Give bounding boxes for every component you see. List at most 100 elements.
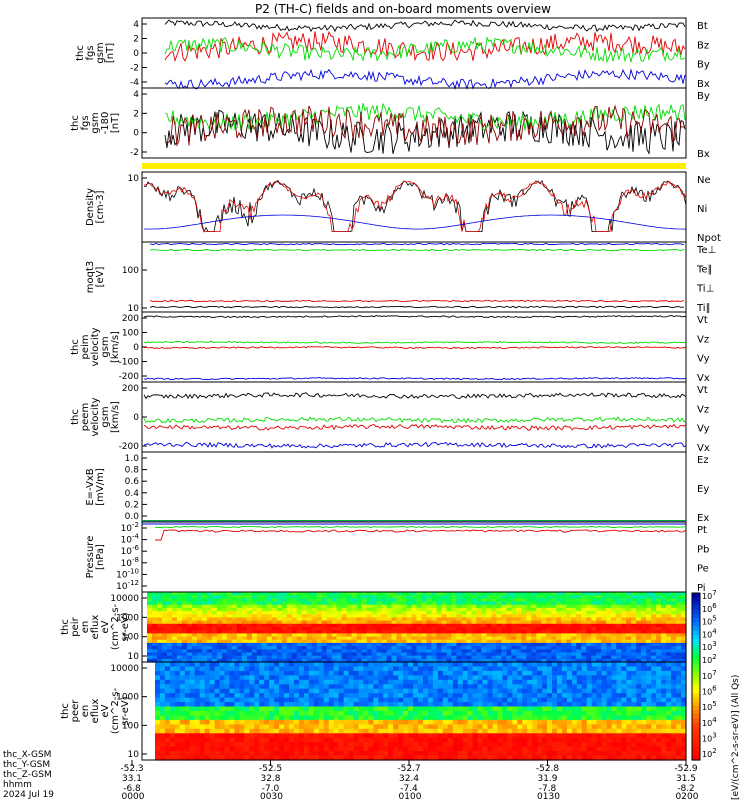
heatmap-cell xyxy=(353,702,360,708)
heatmap-cell xyxy=(266,592,273,596)
heatmap-cell xyxy=(636,666,642,672)
heatmap-cell xyxy=(176,630,183,634)
heatmap-cell xyxy=(431,630,438,634)
heatmap-cell xyxy=(219,693,226,699)
heatmap-cell xyxy=(259,675,265,681)
heatmap-cell xyxy=(576,655,582,660)
heatmap-cell xyxy=(408,719,414,725)
heatmap-cell xyxy=(318,702,325,708)
heatmap-cell xyxy=(406,601,413,606)
heatmap-cell xyxy=(426,601,433,606)
heatmap-cell xyxy=(318,688,325,694)
heatmap-cell xyxy=(241,614,248,619)
colorbar-tick-label: 105 xyxy=(702,700,717,712)
heatmap-cell xyxy=(221,636,228,641)
heatmap-cell xyxy=(646,684,652,690)
heatmap-cell xyxy=(537,706,543,712)
heatmap-cell xyxy=(621,684,628,690)
heatmap-cell xyxy=(356,598,363,603)
heatmap-cell xyxy=(611,751,618,757)
heatmap-cell xyxy=(181,614,188,619)
heatmap-cell xyxy=(631,636,637,641)
heatmap-cell xyxy=(542,666,548,672)
heatmap-cell xyxy=(546,633,552,638)
heatmap-cell xyxy=(413,666,419,672)
heatmap-cell xyxy=(346,604,353,609)
heatmap-cell xyxy=(506,611,512,615)
heatmap-cell xyxy=(326,627,333,631)
heatmap-cell xyxy=(646,737,652,743)
colorbar-segment xyxy=(692,613,700,619)
heatmap-cell xyxy=(162,592,168,596)
colorbar-segment xyxy=(692,634,700,640)
heatmap-cell xyxy=(511,639,517,644)
heatmap-cell xyxy=(229,755,235,761)
heatmap-cell xyxy=(611,755,618,761)
heatmap-cell xyxy=(368,688,374,694)
heatmap-cell xyxy=(398,679,404,685)
heatmap-cell xyxy=(507,733,513,739)
heatmap-cell xyxy=(621,670,628,676)
heatmap-cell xyxy=(551,630,557,634)
heatmap-cell xyxy=(566,617,572,622)
heatmap-cell xyxy=(487,697,494,703)
heatmap-cell xyxy=(423,746,429,752)
heatmap-cell xyxy=(466,639,472,644)
heatmap-cell xyxy=(661,646,667,650)
heatmap-cell xyxy=(427,751,434,757)
heatmap-cell xyxy=(356,639,363,644)
heatmap-cell xyxy=(581,598,587,603)
heatmap-cell xyxy=(442,737,449,743)
heatmap-cell xyxy=(308,679,315,685)
heatmap-cell xyxy=(471,598,477,603)
ylabel-line: thc xyxy=(70,339,81,355)
heatmap-cell xyxy=(378,733,384,739)
heatmap-cell xyxy=(241,646,248,650)
heatmap-cell xyxy=(606,702,613,708)
heatmap-cell xyxy=(326,598,333,603)
heatmap-cell xyxy=(636,655,642,660)
ylabel-line: [nPa] xyxy=(95,544,106,570)
ytick-label: 1000 xyxy=(116,693,139,703)
ylabel-line: [nT] xyxy=(105,43,116,63)
heatmap-cell xyxy=(516,652,522,657)
heatmap-cell xyxy=(318,675,325,681)
heatmap-cell xyxy=(311,598,318,603)
heatmap-cell xyxy=(566,670,573,676)
heatmap-cell xyxy=(199,715,206,721)
heatmap-cell xyxy=(401,649,408,654)
heatmap-cell xyxy=(356,633,363,638)
heatmap-cell xyxy=(259,711,265,717)
heatmap-cell xyxy=(296,604,303,609)
heatmap-cell xyxy=(356,658,363,663)
heatmap-cell xyxy=(506,633,512,638)
heatmap-cell xyxy=(196,620,203,625)
colorbar-tick-label: 107 xyxy=(702,669,717,681)
heatmap-cell xyxy=(676,751,682,757)
heatmap-cell xyxy=(447,666,454,672)
heatmap-cell xyxy=(301,598,308,603)
heatmap-cell xyxy=(264,711,270,717)
heatmap-cell xyxy=(298,746,305,752)
heatmap-cell xyxy=(596,601,602,606)
heatmap-cell xyxy=(174,666,181,672)
heatmap-cell xyxy=(556,633,562,638)
heatmap-cell xyxy=(506,642,512,647)
heatmap-cell xyxy=(651,630,657,634)
heatmap-cell xyxy=(196,630,203,634)
heatmap-cell xyxy=(476,642,482,647)
heatmap-cell xyxy=(471,617,477,622)
ylabel-line: peer xyxy=(70,699,81,723)
heatmap-cell xyxy=(626,679,632,685)
heatmap-cell xyxy=(497,684,503,690)
heatmap-cell xyxy=(201,604,208,609)
heatmap-cell xyxy=(606,642,612,647)
heatmap-cell xyxy=(481,652,487,657)
heatmap-cell xyxy=(441,592,448,596)
heatmap-cell xyxy=(348,746,355,752)
heatmap-cell xyxy=(447,675,454,681)
heatmap-cell xyxy=(571,611,577,615)
heatmap-cell xyxy=(591,633,597,638)
heatmap-cell xyxy=(477,706,484,712)
heatmap-cell xyxy=(526,636,532,641)
